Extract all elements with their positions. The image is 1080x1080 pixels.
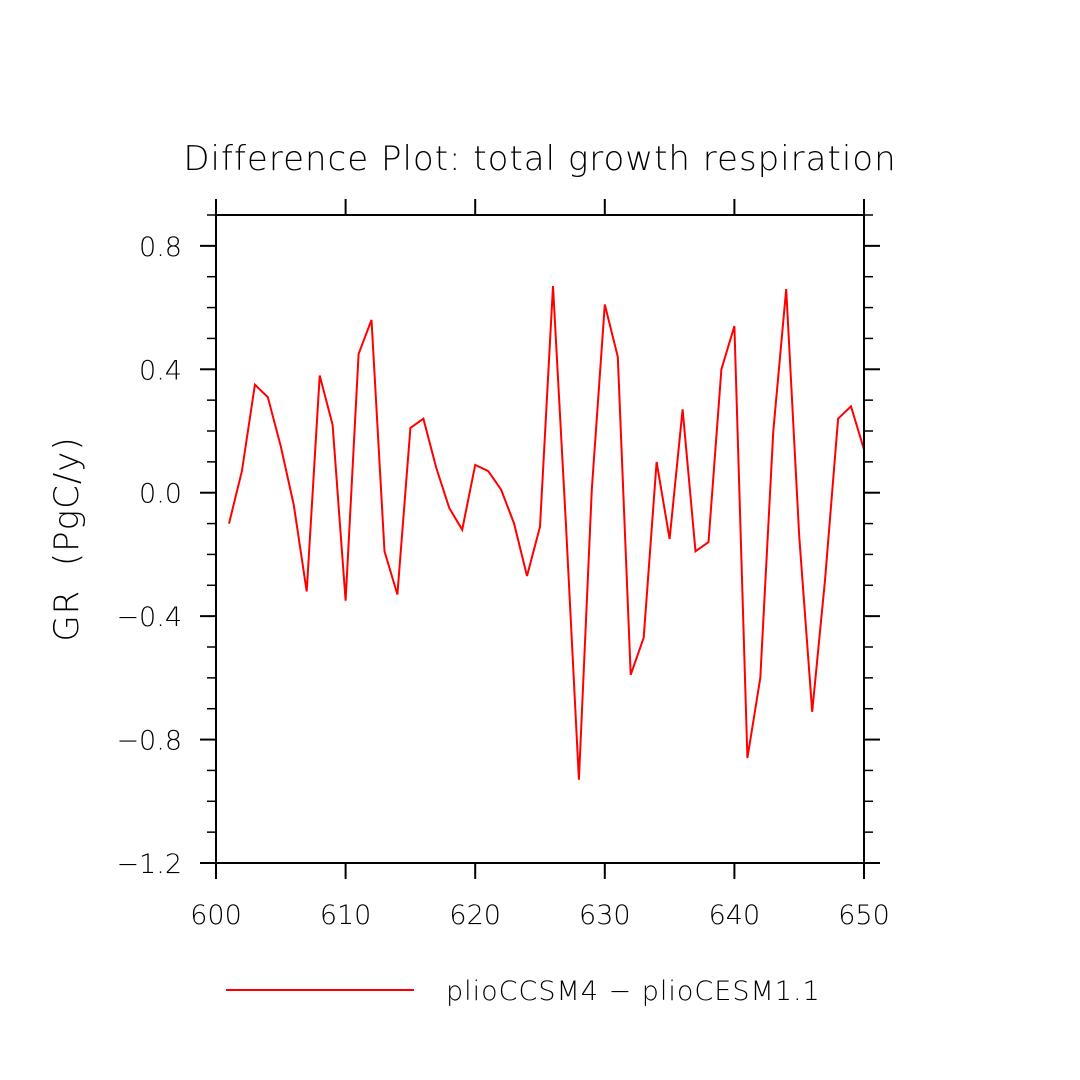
y-axis-label: GR (PgC/y) (47, 436, 87, 641)
y-tick-label: −0.4 (116, 602, 182, 633)
chart-title: Difference Plot: total growth respiratio… (183, 139, 896, 179)
series-line (228, 285, 864, 780)
legend-series-label: plioCCSM4 − plioCESM1.1 (446, 976, 821, 1007)
legend: plioCCSM4 − plioCESM1.1 (226, 976, 821, 1007)
x-tick-label: 650 (838, 900, 890, 931)
y-tick-label: −0.8 (116, 726, 182, 757)
x-tick-label: 610 (320, 900, 372, 931)
ticks-layer (200, 199, 880, 879)
x-tick-label: 620 (449, 900, 501, 931)
x-tick-label: 630 (579, 900, 631, 931)
y-tick-label: 0.8 (139, 232, 182, 263)
series-layer (228, 285, 864, 780)
y-tick-label: 0.4 (139, 355, 182, 386)
y-tick-label: −1.2 (116, 849, 182, 880)
x-tick-label: 600 (190, 900, 242, 931)
x-tick-label: 640 (709, 900, 761, 931)
tick-labels-layer: 600 610 620 630 640 650 −1.2 −0.8 −0.4 0.0 0.4 0.8 (116, 232, 889, 931)
y-tick-label: 0.0 (139, 479, 182, 510)
plot-frame (215, 214, 865, 864)
